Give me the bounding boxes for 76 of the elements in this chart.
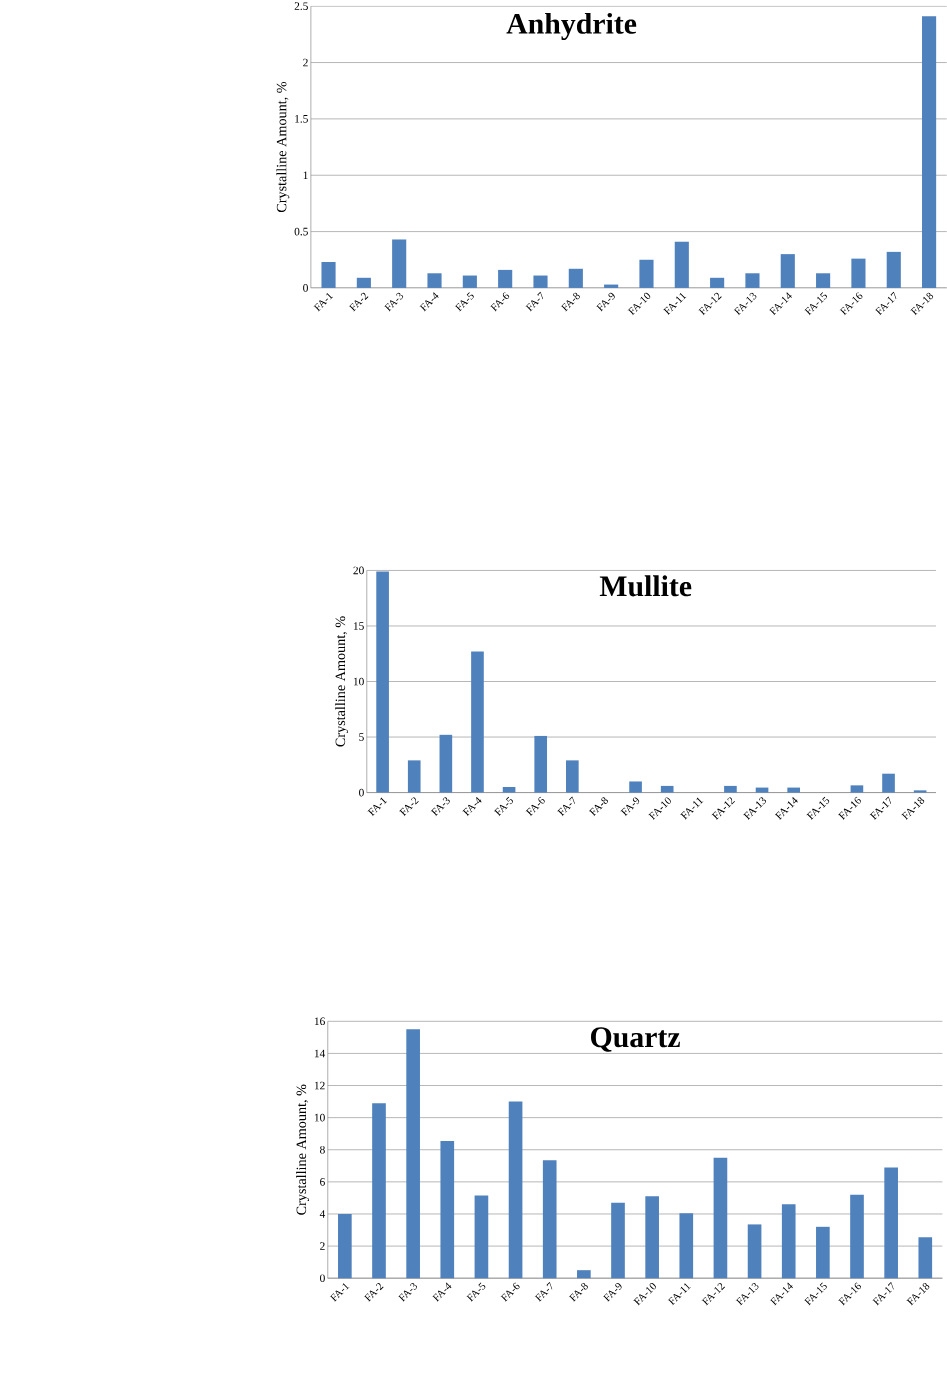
bar [781, 1204, 796, 1279]
bar [372, 1103, 386, 1279]
bar [356, 277, 371, 288]
y-tick-label: 12 [314, 1081, 325, 1090]
bar [639, 259, 654, 288]
y-axis-title: Crystalline Amount, % [335, 616, 349, 747]
bar [498, 269, 513, 288]
y-axis-title: Crystalline Amount, % [276, 81, 290, 213]
y-tick-label: 15 [353, 622, 364, 630]
bar [427, 273, 442, 288]
bar [337, 1213, 352, 1279]
bar [745, 273, 760, 288]
y-tick-label: 20 [353, 566, 364, 575]
bar [542, 1160, 557, 1279]
y-tick-label: 2.5 [294, 2, 308, 11]
bar [568, 268, 583, 288]
bar [439, 734, 453, 793]
chart-title: Quartz [590, 1027, 680, 1052]
y-tick-label: 16 [314, 1017, 325, 1026]
y-tick-label: 0 [303, 284, 308, 292]
bar [921, 16, 937, 288]
bar [886, 251, 901, 288]
bar [850, 1194, 864, 1279]
y-tick-label: 10 [353, 677, 364, 686]
bar [321, 262, 336, 288]
bar [674, 241, 689, 288]
y-tick-label: 2 [320, 1242, 325, 1250]
y-tick-label: 8 [319, 1145, 325, 1154]
bar [660, 785, 674, 793]
bar [884, 1167, 898, 1279]
bar [462, 275, 477, 288]
bar [787, 787, 800, 793]
bar [474, 1195, 489, 1279]
bar [376, 571, 389, 793]
y-tick-label: 14 [314, 1049, 326, 1058]
y-tick-label: 4 [319, 1210, 326, 1218]
y-tick-label: 5 [359, 733, 364, 741]
bar [755, 787, 769, 793]
bar [565, 760, 579, 793]
bar [471, 651, 484, 793]
chart-title: Anhydrite [506, 12, 637, 41]
y-tick-label: 6 [320, 1178, 325, 1186]
bar [815, 1226, 830, 1279]
bar [851, 258, 866, 288]
y-axis-title: Crystalline Amount, % [296, 1084, 309, 1215]
bar [815, 273, 831, 288]
bar [392, 239, 407, 288]
bar [406, 1029, 420, 1279]
chart-title: Mullite [599, 575, 692, 597]
bar [611, 1202, 625, 1279]
y-tick-label: 0 [319, 1274, 325, 1283]
bar [882, 773, 895, 793]
bar [780, 254, 795, 288]
bar [576, 1270, 591, 1279]
bar [645, 1196, 659, 1279]
y-tick-label: 1.5 [295, 115, 308, 123]
y-tick-label: 0.5 [294, 227, 308, 236]
bar [913, 790, 927, 793]
bar [747, 1224, 762, 1279]
bar [502, 787, 516, 793]
y-tick-label: 0 [359, 788, 364, 797]
bar [710, 277, 725, 288]
y-tick-label: 2 [303, 58, 308, 67]
y-tick-label: 10 [314, 1113, 325, 1122]
y-tick-label: 1 [303, 171, 308, 179]
bar [629, 781, 642, 793]
bar [534, 735, 547, 793]
bar [508, 1101, 523, 1279]
bar [918, 1237, 933, 1279]
bar [850, 785, 864, 793]
bar [440, 1140, 455, 1279]
bar [533, 275, 548, 288]
bar [407, 760, 421, 793]
bar [679, 1213, 694, 1279]
bar [724, 785, 737, 793]
bar [713, 1157, 728, 1279]
